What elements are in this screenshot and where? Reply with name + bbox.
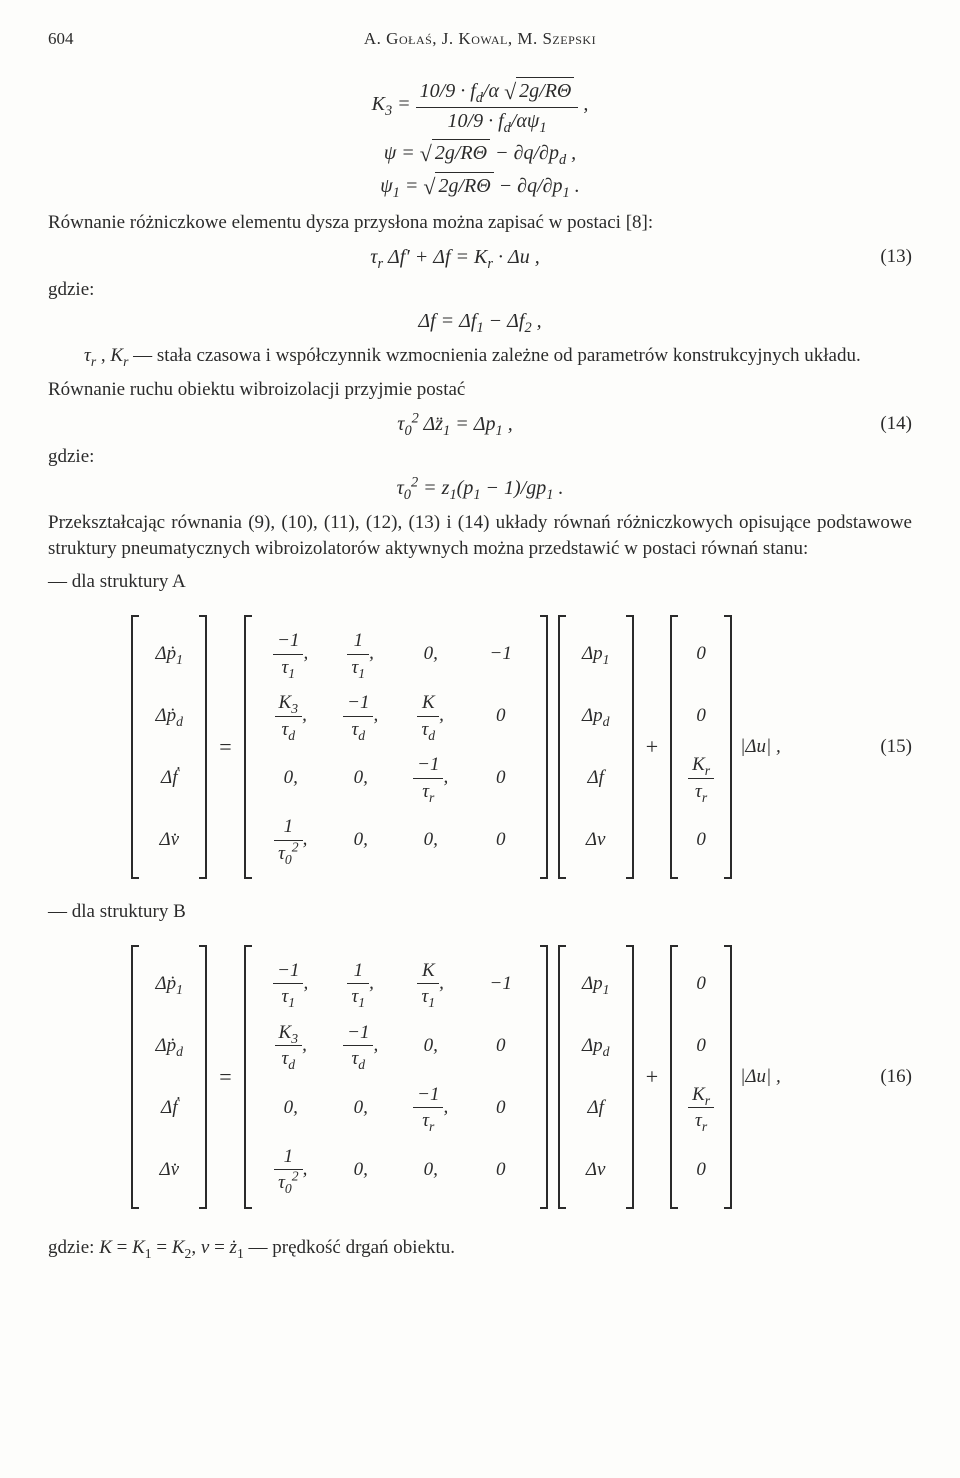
tau-kr-definition: τr , Kr — stała czasowa i współczynnik w…: [48, 343, 912, 369]
vector-b-B: 00Krτr0: [670, 945, 732, 1209]
vector-state-B: Δp1ΔpdΔfΔv: [558, 945, 634, 1209]
vector-state-A: Δp1ΔpdΔfΔv: [558, 615, 634, 879]
eq-k3: K3 = 10/9 · fd/α 2g/RΘ 10/9 · fd/αψ1 ,: [48, 77, 912, 135]
footer-definition: gdzie: K = K1 = K2, v = ż1 — prędkość dr…: [48, 1235, 912, 1261]
eq-number-16: (16): [862, 1064, 912, 1090]
struct-a-label: — dla struktury A: [48, 569, 912, 595]
eq-number-13: (13): [862, 244, 912, 270]
eq-df: Δf = Δf1 − Δf2 ,: [48, 308, 912, 335]
para-eq14-intro: Równanie ruchu obiektu wibroizolacji prz…: [48, 377, 912, 403]
where-label-1: gdzie:: [48, 277, 912, 303]
eq-number-15: (15): [862, 734, 912, 760]
eq-psi: ψ = 2g/RΘ − ∂q/∂pd ,: [48, 139, 912, 169]
abs-du-A: |Δu| ,: [740, 734, 781, 760]
authors: A. Gołaś, J. Kowal, M. Szepski: [98, 28, 862, 51]
struct-b-label: — dla struktury B: [48, 899, 912, 925]
abs-du-B: |Δu| ,: [740, 1064, 781, 1090]
para-eq13-intro: Równanie różniczkowe elementu dysza przy…: [48, 210, 912, 236]
vector-xdot-B: Δṗ1ΔṗdΔḟΔv̇: [131, 945, 207, 1209]
eq-13: τr Δf′ + Δf = Kr · Δu , (13): [48, 244, 912, 271]
page-number: 604: [48, 28, 98, 51]
where-label-2: gdzie:: [48, 444, 912, 470]
eq-14: τ02 Δz̈1 = Δp1 , (14): [48, 411, 912, 438]
para-state-equations: Przekształcając równania (9), (10), (11)…: [48, 510, 912, 561]
matrix-A: −1τ1,1τ1,0,−1K3τd,−1τd,Kτd,00,0,−1τr,01τ…: [244, 615, 548, 879]
eq-15: Δṗ1ΔṗdΔḟΔv̇ = −1τ1,1τ1,0,−1K3τd,−1τd,Kτd…: [48, 603, 912, 891]
eq-psi1: ψ1 = 2g/RΘ − ∂q/∂p1 .: [48, 172, 912, 202]
page-header: 604 A. Gołaś, J. Kowal, M. Szepski: [48, 28, 912, 51]
vector-b-A: 00Krτr0: [670, 615, 732, 879]
eq-number-14: (14): [862, 411, 912, 437]
matrix-B: −1τ1,1τ1,Kτ1,−1K3τd,−1τd,0,00,0,−1τr,01τ…: [244, 945, 548, 1209]
vector-xdot-A: Δṗ1ΔṗdΔḟΔv̇: [131, 615, 207, 879]
eq-16: Δṗ1ΔṗdΔḟΔv̇ = −1τ1,1τ1,Kτ1,−1K3τd,−1τd,0…: [48, 933, 912, 1221]
eq-tau0: τ02 = z1(p1 − 1)/gp1 .: [48, 475, 912, 502]
